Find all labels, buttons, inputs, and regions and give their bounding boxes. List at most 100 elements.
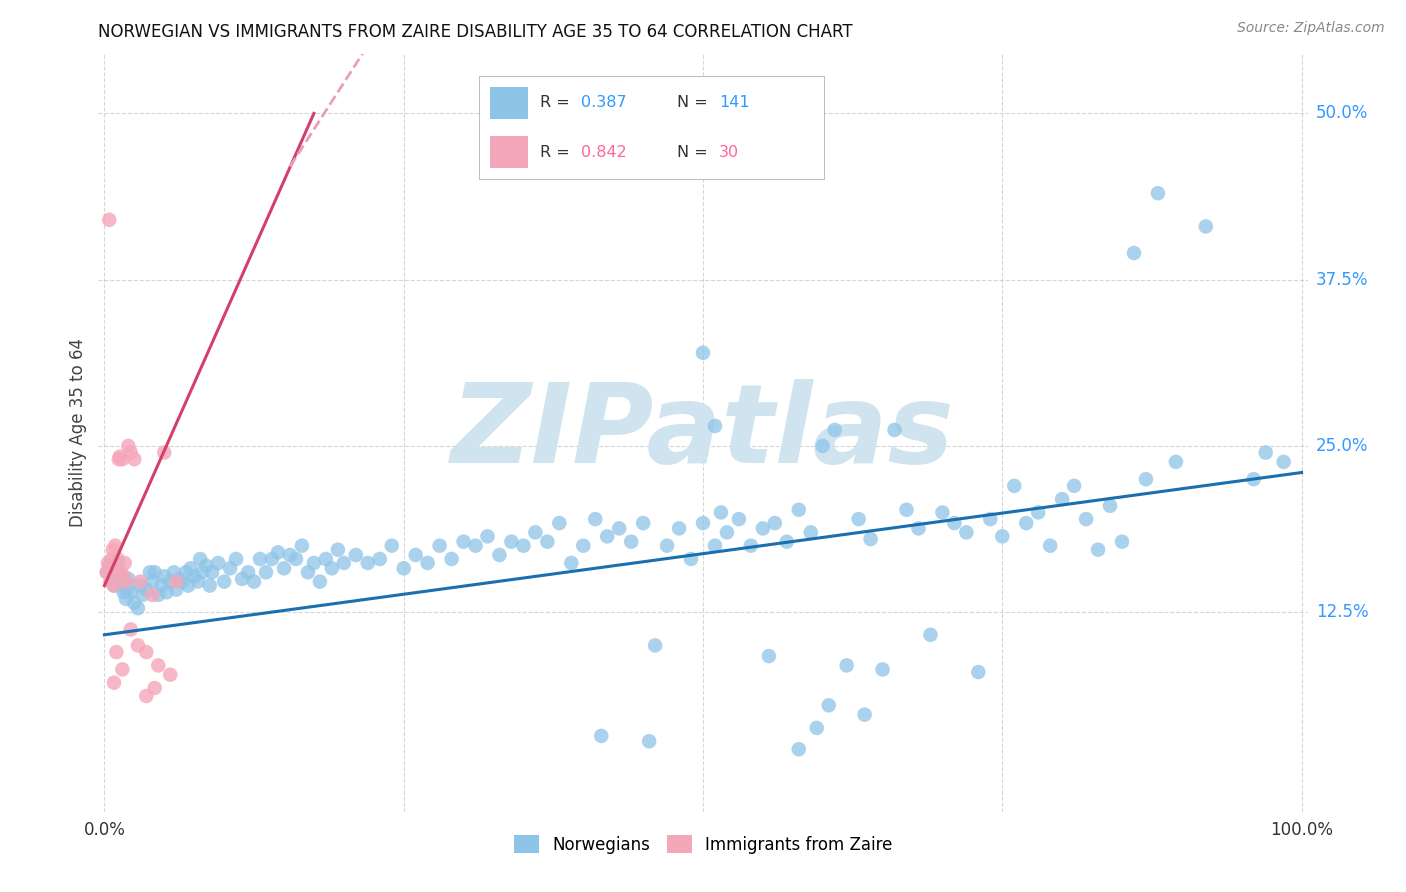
Legend: Norwegians, Immigrants from Zaire: Norwegians, Immigrants from Zaire xyxy=(508,829,898,860)
Point xyxy=(872,662,894,676)
Point xyxy=(979,512,1001,526)
Point xyxy=(201,566,224,580)
Point xyxy=(117,439,139,453)
Point xyxy=(920,628,942,642)
Point xyxy=(207,556,229,570)
Point xyxy=(177,578,200,592)
Point xyxy=(107,552,129,566)
Point xyxy=(416,556,439,570)
Point xyxy=(110,578,132,592)
Point xyxy=(811,439,834,453)
Point xyxy=(692,346,714,360)
Point xyxy=(167,572,190,586)
Point xyxy=(1087,542,1109,557)
Point xyxy=(191,566,214,580)
Point xyxy=(104,539,127,553)
Point xyxy=(1063,479,1085,493)
Point xyxy=(260,552,283,566)
Point xyxy=(163,566,186,580)
Point xyxy=(668,521,690,535)
Point xyxy=(848,512,870,526)
Point xyxy=(98,212,121,227)
Point xyxy=(115,591,138,606)
Point xyxy=(135,689,157,703)
Point xyxy=(129,574,152,589)
Point xyxy=(180,561,202,575)
Point xyxy=(536,534,558,549)
Point xyxy=(105,561,128,575)
Point xyxy=(231,572,253,586)
Point xyxy=(111,452,134,467)
Point xyxy=(655,539,678,553)
Point xyxy=(104,561,127,575)
Point xyxy=(108,574,131,589)
Point xyxy=(101,569,124,583)
Point xyxy=(135,645,157,659)
Text: Source: ZipAtlas.com: Source: ZipAtlas.com xyxy=(1237,21,1385,35)
Point xyxy=(120,445,142,459)
Point xyxy=(1026,505,1049,519)
Point xyxy=(120,585,142,599)
Point xyxy=(148,588,170,602)
Point xyxy=(1164,455,1187,469)
Point xyxy=(111,662,134,676)
Point xyxy=(172,574,194,589)
Point xyxy=(883,423,905,437)
Point xyxy=(139,566,162,580)
Point xyxy=(991,529,1014,543)
Point xyxy=(644,639,666,653)
Point xyxy=(183,569,205,583)
Point xyxy=(243,574,266,589)
Point xyxy=(692,516,714,530)
Point xyxy=(309,574,332,589)
Point xyxy=(132,588,155,602)
Text: ZIPatlas: ZIPatlas xyxy=(451,379,955,486)
Point xyxy=(429,539,451,553)
Point xyxy=(111,572,134,586)
Point xyxy=(607,521,630,535)
Point xyxy=(105,572,128,586)
Point xyxy=(1039,539,1062,553)
Point xyxy=(254,566,277,580)
Point xyxy=(124,452,146,467)
Point xyxy=(117,572,139,586)
Point xyxy=(114,556,136,570)
Point xyxy=(896,502,918,516)
Text: 50.0%: 50.0% xyxy=(1316,104,1368,122)
Point xyxy=(967,665,990,679)
Y-axis label: Disability Age 35 to 64: Disability Age 35 to 64 xyxy=(69,338,87,527)
Point xyxy=(174,566,197,580)
Point xyxy=(824,423,846,437)
Point xyxy=(583,512,606,526)
Point xyxy=(1015,516,1038,530)
Point xyxy=(853,707,876,722)
Point xyxy=(560,556,582,570)
Point xyxy=(596,529,619,543)
Point xyxy=(225,552,247,566)
Point xyxy=(97,556,120,570)
Point xyxy=(267,545,290,559)
Point xyxy=(141,588,163,602)
Point xyxy=(501,534,523,549)
Point xyxy=(135,582,157,597)
Point xyxy=(249,552,271,566)
Point xyxy=(153,445,176,459)
Point xyxy=(591,729,613,743)
Point xyxy=(291,539,314,553)
Point xyxy=(103,558,125,573)
Point xyxy=(107,556,129,570)
Point xyxy=(638,734,661,748)
Point xyxy=(326,542,349,557)
Point xyxy=(1099,499,1122,513)
Point xyxy=(1050,492,1073,507)
Point xyxy=(150,578,173,592)
Point xyxy=(143,681,166,695)
Point xyxy=(440,552,463,566)
Point xyxy=(198,578,221,592)
Point xyxy=(143,566,166,580)
Point xyxy=(284,552,307,566)
Point xyxy=(817,698,839,713)
Point xyxy=(1195,219,1218,234)
Point xyxy=(165,574,187,589)
Point xyxy=(620,534,643,549)
